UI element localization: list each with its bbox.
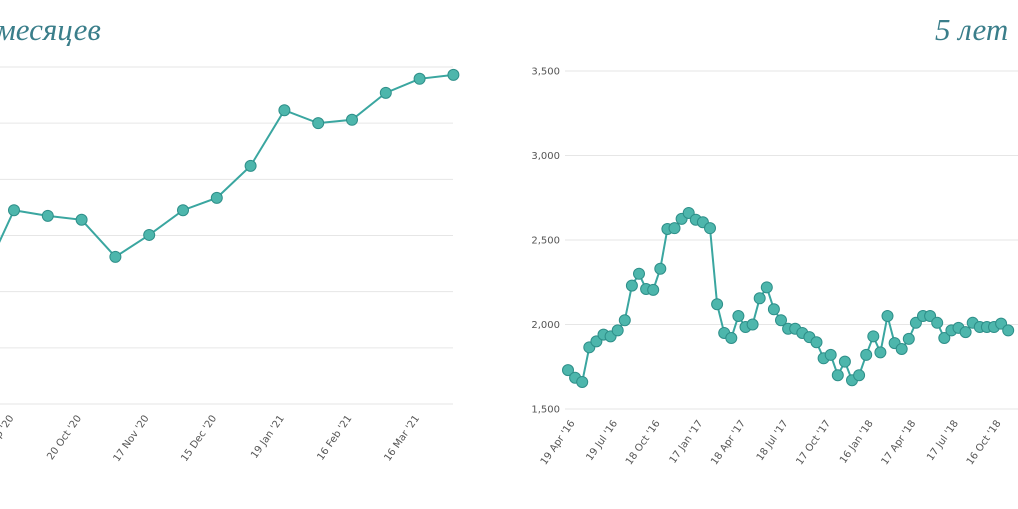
point	[874, 346, 887, 359]
point	[775, 314, 787, 327]
point	[810, 336, 823, 349]
point	[853, 369, 866, 382]
point	[447, 68, 460, 81]
x-tick-label: 15 Dec '20	[179, 413, 219, 463]
point	[647, 283, 660, 296]
chart-title: 5 лет	[935, 12, 1008, 47]
x-tick-label: 16 Feb '21	[315, 413, 354, 462]
point	[278, 104, 291, 117]
point	[75, 213, 88, 226]
y-tick-label: 2,000	[531, 320, 560, 331]
point	[41, 209, 54, 222]
point	[210, 191, 223, 204]
y-tick-label: 1,500	[531, 405, 560, 416]
chart-title: месяцев	[0, 12, 101, 47]
point	[732, 310, 745, 323]
point	[704, 222, 716, 235]
point	[379, 86, 392, 99]
x-tick-label: 17 Nov '20	[112, 413, 152, 464]
point	[938, 332, 951, 345]
point	[753, 292, 766, 305]
y-tick-label: 2,500	[531, 236, 560, 247]
point	[760, 281, 773, 294]
x-tick-label: 17 Jul '18	[925, 418, 961, 463]
point	[576, 375, 589, 388]
point	[895, 343, 908, 356]
point	[109, 250, 122, 263]
x-tick-label: 17 Jan '17	[668, 418, 706, 465]
point	[838, 355, 851, 368]
point	[824, 348, 837, 361]
point	[1002, 324, 1015, 337]
x-tick-label: 18 Apr '17	[709, 418, 748, 467]
point	[725, 332, 738, 345]
point	[244, 159, 257, 172]
x-tick-label: 19 Jul '16	[584, 418, 620, 463]
point	[860, 348, 873, 361]
point	[959, 326, 972, 339]
x-tick-label: 19 Apr '16	[539, 418, 578, 467]
x-tick-label: 17 Apr '18	[880, 418, 919, 467]
point	[931, 316, 944, 329]
point	[618, 314, 631, 327]
x-tick-label: 20 Oct '20	[45, 413, 84, 462]
x-tick-label: 19 Jan '21	[249, 413, 287, 460]
point	[625, 279, 638, 292]
y-tick-label: 3,500	[531, 67, 560, 78]
line	[567, 211, 1009, 384]
point	[143, 228, 156, 241]
point	[711, 298, 724, 311]
x-tick-label: 18 Jul '17	[755, 418, 791, 463]
point	[767, 303, 780, 316]
point	[413, 72, 426, 85]
x-tick-label: 16 Mar '21	[382, 413, 422, 463]
point	[881, 310, 894, 323]
point	[177, 204, 189, 217]
point	[867, 330, 880, 343]
x-tick-label: 18 Oct '16	[624, 418, 663, 467]
point	[902, 332, 915, 345]
x-tick-label: 17 Oct '17	[794, 418, 833, 467]
point	[831, 369, 844, 382]
point	[654, 262, 667, 275]
x-tick-label: 16 Oct '18	[965, 418, 1004, 467]
point	[562, 364, 574, 377]
point	[346, 113, 358, 126]
point	[8, 204, 20, 217]
point	[746, 318, 759, 331]
y-tick-label: 3,000	[531, 151, 560, 162]
x-tick-label: 16 Jan '18	[838, 418, 876, 465]
point	[633, 267, 645, 280]
point	[611, 324, 624, 337]
x-tick-label: Sep '20	[0, 413, 16, 450]
point	[312, 117, 325, 130]
point	[668, 222, 681, 235]
